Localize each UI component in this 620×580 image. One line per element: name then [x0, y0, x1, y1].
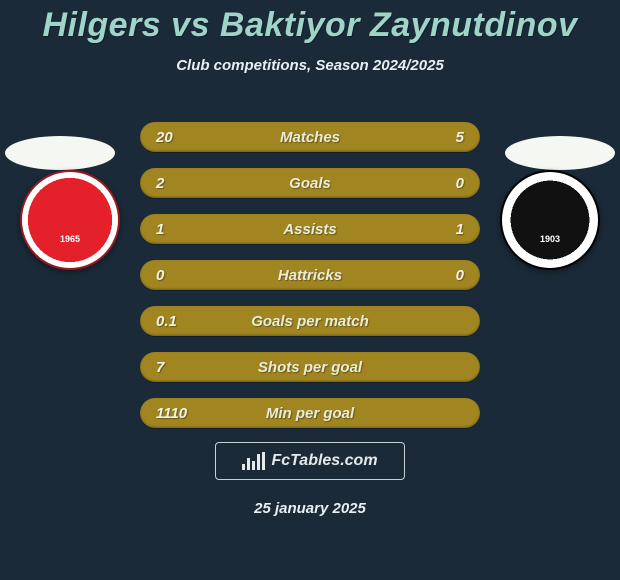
player-photo-placeholder-right — [505, 136, 615, 170]
club-year-left: 1965 — [22, 234, 118, 244]
stat-left-value: 1110 — [156, 405, 196, 422]
club-year-right: 1903 — [502, 234, 598, 244]
club-badge-right: 1903 — [500, 170, 600, 270]
player-photo-placeholder-left — [5, 136, 115, 170]
stat-row-shots-per-goal: 7 Shots per goal — [140, 352, 480, 382]
stat-left-value: 20 — [156, 129, 196, 146]
stat-row-assists: 1 Assists 1 — [140, 214, 480, 244]
stat-row-goals-per-match: 0.1 Goals per match — [140, 306, 480, 336]
stat-left-value: 0 — [156, 267, 196, 284]
stat-row-goals: 2 Goals 0 — [140, 168, 480, 198]
date-label: 25 january 2025 — [0, 500, 620, 517]
stat-left-value: 7 — [156, 359, 196, 376]
chart-icon — [242, 452, 265, 470]
stat-left-value: 0.1 — [156, 313, 196, 330]
branding-text: FcTables.com — [271, 452, 377, 470]
stat-left-value: 1 — [156, 221, 196, 238]
subtitle: Club competitions, Season 2024/2025 — [0, 57, 620, 74]
club-badge-left: 1965 — [20, 170, 120, 270]
stat-row-matches: 20 Matches 5 — [140, 122, 480, 152]
stat-right-value: 0 — [424, 175, 464, 192]
page-title: Hilgers vs Baktiyor Zaynutdinov — [0, 6, 620, 45]
stat-right-value: 0 — [424, 267, 464, 284]
stats-container: 20 Matches 5 2 Goals 0 1 Assists 1 0 Hat… — [140, 122, 480, 444]
stat-right-value: 1 — [424, 221, 464, 238]
branding-box: FcTables.com — [215, 442, 405, 480]
stat-row-min-per-goal: 1110 Min per goal — [140, 398, 480, 428]
stat-right-value: 5 — [424, 129, 464, 146]
stat-left-value: 2 — [156, 175, 196, 192]
stat-row-hattricks: 0 Hattricks 0 — [140, 260, 480, 290]
